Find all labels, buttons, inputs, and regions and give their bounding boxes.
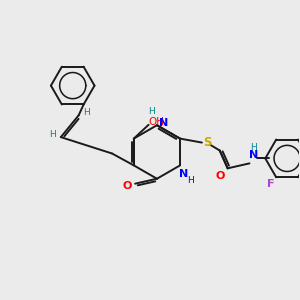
Text: O: O [122,181,132,191]
Text: H: H [83,108,90,117]
Text: N: N [249,150,258,161]
Text: S: S [204,136,212,149]
Text: N: N [159,118,169,128]
Text: F: F [268,179,275,189]
Text: H: H [250,143,257,152]
Text: H: H [50,130,56,139]
Text: O: O [215,171,224,181]
Text: OH: OH [148,117,165,127]
Text: H: H [148,107,155,116]
Text: H: H [188,176,194,185]
Text: N: N [179,169,189,179]
